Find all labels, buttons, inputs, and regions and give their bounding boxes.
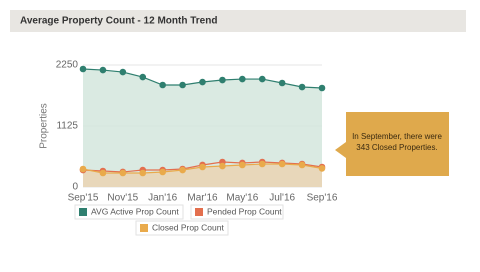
marker [318,84,326,92]
legend-swatch [140,224,148,232]
y-tick-label: 1125 [56,121,78,132]
legend-box[interactable] [74,204,184,220]
marker [219,162,226,170]
y-tick-label: 2250 [56,60,79,71]
annotation-box [335,112,449,176]
marker [278,79,286,87]
x-tick-label: Sep'15 [68,193,99,204]
x-tick-label: Mar'16 [187,193,218,204]
header-bar [10,10,466,32]
marker [119,169,127,177]
annotation: 343 Closed Properties. [356,143,437,152]
y-axis-label: Properties [39,103,50,149]
marker [199,78,206,86]
chart-title: Average Property Count - 12 Month Trend [20,16,217,27]
marker [298,83,306,91]
annotation: In September, there were [352,132,442,141]
marker [99,169,107,177]
legend-box[interactable] [190,204,284,220]
marker [119,68,127,76]
legend-swatch [195,208,203,216]
marker [159,81,166,89]
marker [239,161,246,169]
marker [258,75,266,83]
legend-box[interactable] [135,220,229,236]
legend-label[interactable]: Pended Prop Count [207,206,282,216]
marker [318,165,326,172]
marker [179,81,186,89]
x-tick-label: Jan'16 [148,193,178,204]
x-tick-label: Jul'16 [269,193,295,204]
legend-label[interactable]: Closed Prop Count [152,222,224,232]
marker [199,163,206,171]
marker [278,160,286,168]
x-tick-label: Nov'15 [107,193,138,204]
marker [179,166,186,174]
marker [99,66,107,74]
marker [139,73,147,81]
marker [79,65,87,73]
marker [239,75,246,83]
marker [159,168,166,176]
y-tick-label: 0 [72,182,78,193]
x-tick-label: May'16 [226,193,258,204]
area [83,164,322,187]
marker [258,160,266,168]
marker [298,161,306,169]
marker [219,76,226,84]
x-tick-label: Sep'16 [307,193,338,204]
legend-swatch [79,208,87,216]
marker [79,165,87,173]
area [83,69,322,187]
legend-label[interactable]: AVG Active Prop Count [91,206,179,216]
marker [139,169,147,177]
